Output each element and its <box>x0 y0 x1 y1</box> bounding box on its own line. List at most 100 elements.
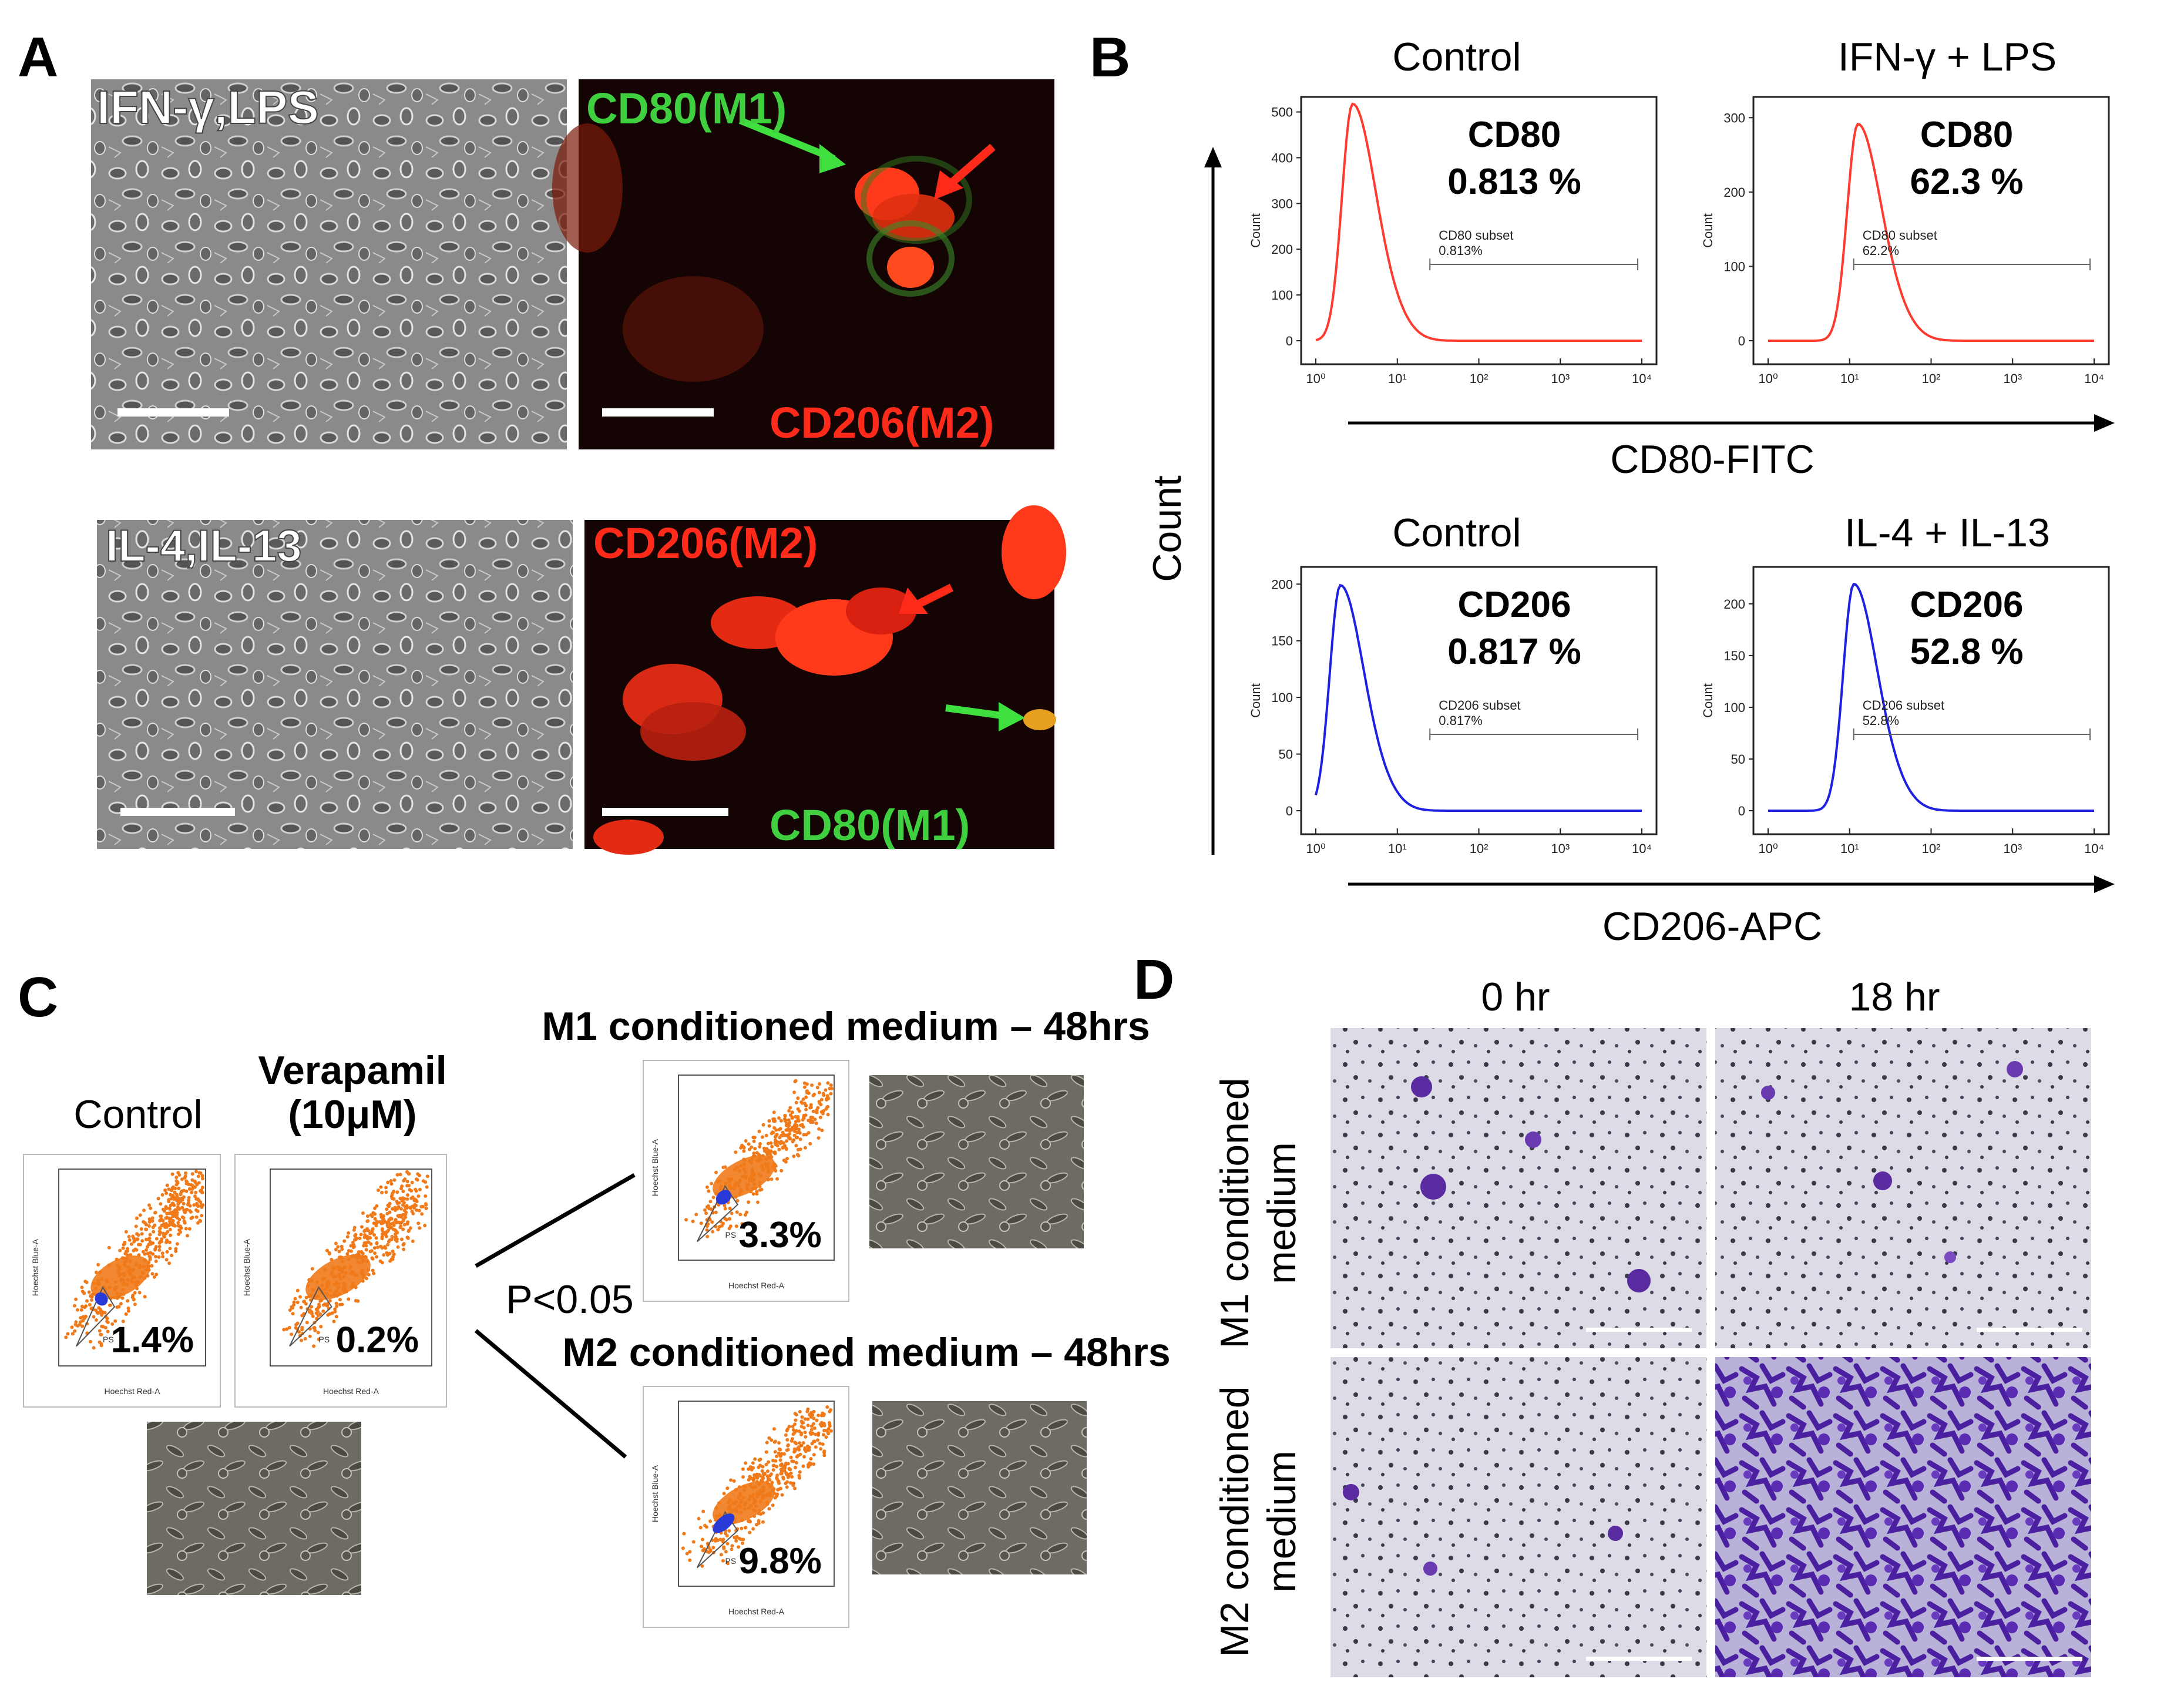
c-event-dot <box>123 1240 127 1244</box>
c-event-dot <box>405 1206 409 1210</box>
c-event-dot <box>201 1177 204 1181</box>
c-event-dot <box>403 1177 407 1181</box>
c-event-dot <box>825 1097 829 1101</box>
c-event-dot <box>684 1218 688 1222</box>
c-event-dot <box>759 1512 763 1516</box>
b-xtick-label: 10² <box>1922 841 1941 856</box>
c-event-dot <box>791 1483 795 1488</box>
c-event-dot <box>797 1473 801 1478</box>
c-event-dot <box>794 1136 798 1140</box>
c-event-dot <box>126 1309 130 1313</box>
c-event-dot <box>799 1433 804 1436</box>
c-event-dot <box>685 1552 689 1556</box>
c-event-dot <box>288 1308 292 1312</box>
c-event-dot <box>828 1409 832 1413</box>
c-event-dot <box>757 1129 761 1133</box>
c-event-dot <box>811 1431 815 1435</box>
c-event-dot <box>798 1470 802 1474</box>
c-event-dot <box>793 1486 797 1490</box>
c-event-dot <box>174 1247 178 1251</box>
c-event-dot <box>411 1211 415 1216</box>
b-ytick-label: 150 <box>1723 649 1745 663</box>
c-event-dot <box>815 1086 819 1090</box>
c-event-dot <box>787 1109 791 1113</box>
c-event-dot <box>710 1181 714 1186</box>
a-cd80-m1-label-bottom: CD80(M1) <box>770 801 970 850</box>
c-event-dot <box>369 1249 374 1253</box>
c-event-dot <box>790 1127 794 1131</box>
c-event-dot <box>397 1205 401 1209</box>
c-event-dot <box>192 1203 196 1207</box>
c-event-dot <box>721 1166 725 1170</box>
c-y-axis-label: Hoechst Blue-A <box>31 1238 40 1296</box>
c-event-dot <box>723 1207 727 1211</box>
c-event-dot <box>782 1452 787 1456</box>
c-event-dot <box>698 1526 703 1530</box>
c-event-dot <box>794 1127 798 1131</box>
c-event-dot <box>818 1442 822 1445</box>
c-sp-plot: PS 3.3% Hoechst Red-A Hoechst Blue-A <box>643 1060 849 1302</box>
c-event-dot <box>750 1476 754 1480</box>
c-event-dot <box>767 1119 771 1123</box>
c-event-dot <box>167 1261 172 1265</box>
c-event-dot <box>176 1180 180 1184</box>
c-event-dot <box>199 1200 203 1204</box>
c-event-dot <box>153 1248 157 1252</box>
c-event-dot <box>767 1460 771 1464</box>
c-event-dot <box>748 1530 752 1535</box>
b-cd80-fitc-label: CD80-FITC <box>1610 437 1815 482</box>
c-event-dot <box>182 1201 186 1206</box>
c-event-dot <box>410 1204 414 1208</box>
c-event-dot <box>385 1207 389 1211</box>
b-y-axis-label: Count <box>1248 683 1263 718</box>
c-event-dot <box>777 1147 781 1151</box>
c-event-dot <box>108 1303 112 1307</box>
c-event-dot <box>718 1537 723 1542</box>
c-event-dot <box>347 1297 351 1301</box>
c-event-dot <box>747 1478 751 1482</box>
c-event-dot <box>796 1117 800 1121</box>
c-event-dot <box>789 1455 793 1459</box>
c-event-dot <box>401 1243 405 1247</box>
c-event-dot <box>375 1204 379 1208</box>
c-event-dot <box>810 1083 814 1087</box>
c-event-dot <box>802 1455 806 1459</box>
c-event-dot <box>406 1193 409 1197</box>
c-event-dot <box>190 1187 194 1191</box>
c-event-dot <box>194 1215 199 1219</box>
c-event-dot <box>784 1463 788 1467</box>
c-event-dot <box>788 1137 792 1141</box>
c-event-dot <box>719 1553 723 1557</box>
c-event-dot <box>165 1183 169 1187</box>
c-event-dot <box>794 1114 798 1119</box>
c-event-dot <box>164 1206 169 1210</box>
c-event-dot <box>751 1461 755 1465</box>
c-event-dot <box>294 1322 298 1327</box>
c-event-dot <box>390 1207 394 1211</box>
c-event-dot <box>761 1475 765 1479</box>
c-event-dot <box>97 1306 101 1310</box>
c-event-dot <box>319 1325 323 1329</box>
c-event-dot <box>135 1216 139 1220</box>
c-event-dot <box>147 1203 151 1207</box>
c-event-dot <box>734 1539 738 1543</box>
c-event-dot <box>714 1210 718 1214</box>
c-event-dot <box>702 1547 706 1551</box>
c-event-dot <box>294 1326 298 1330</box>
c-event-dot <box>388 1259 392 1263</box>
c-event-dot <box>308 1308 312 1312</box>
c-event-dot <box>793 1412 797 1416</box>
c-event-dot <box>126 1247 129 1251</box>
c-event-dot <box>74 1320 78 1324</box>
c-event-dot <box>801 1097 805 1102</box>
b-hist-title: Control <box>1392 511 1521 555</box>
c-event-dot <box>794 1100 798 1104</box>
b-ytick-label: 0 <box>1738 804 1745 818</box>
c-event-dot <box>66 1332 70 1336</box>
c-event-dot <box>171 1210 175 1214</box>
a-brightfield-m1-image <box>91 79 567 449</box>
c-event-dot <box>380 1246 384 1250</box>
c-event-dot <box>143 1221 147 1225</box>
b-ytick-label: 100 <box>1271 690 1293 705</box>
c-event-dot <box>741 1537 745 1542</box>
